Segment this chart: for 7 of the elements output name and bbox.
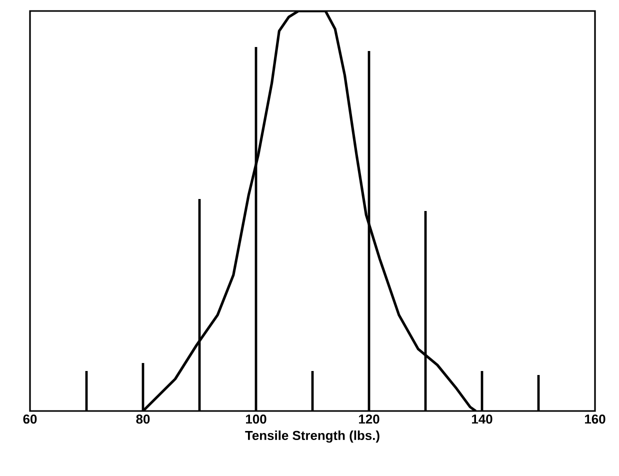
x-tick-label: 140 xyxy=(472,414,492,424)
x-tick-label: 80 xyxy=(136,414,150,424)
x-axis-title: Tensile Strength (lbs.) xyxy=(245,430,380,443)
x-tick-label: 60 xyxy=(23,414,37,424)
x-tick-label: 120 xyxy=(359,414,380,424)
x-tick-label: 100 xyxy=(246,414,266,424)
x-tick-label: 160 xyxy=(585,414,606,424)
